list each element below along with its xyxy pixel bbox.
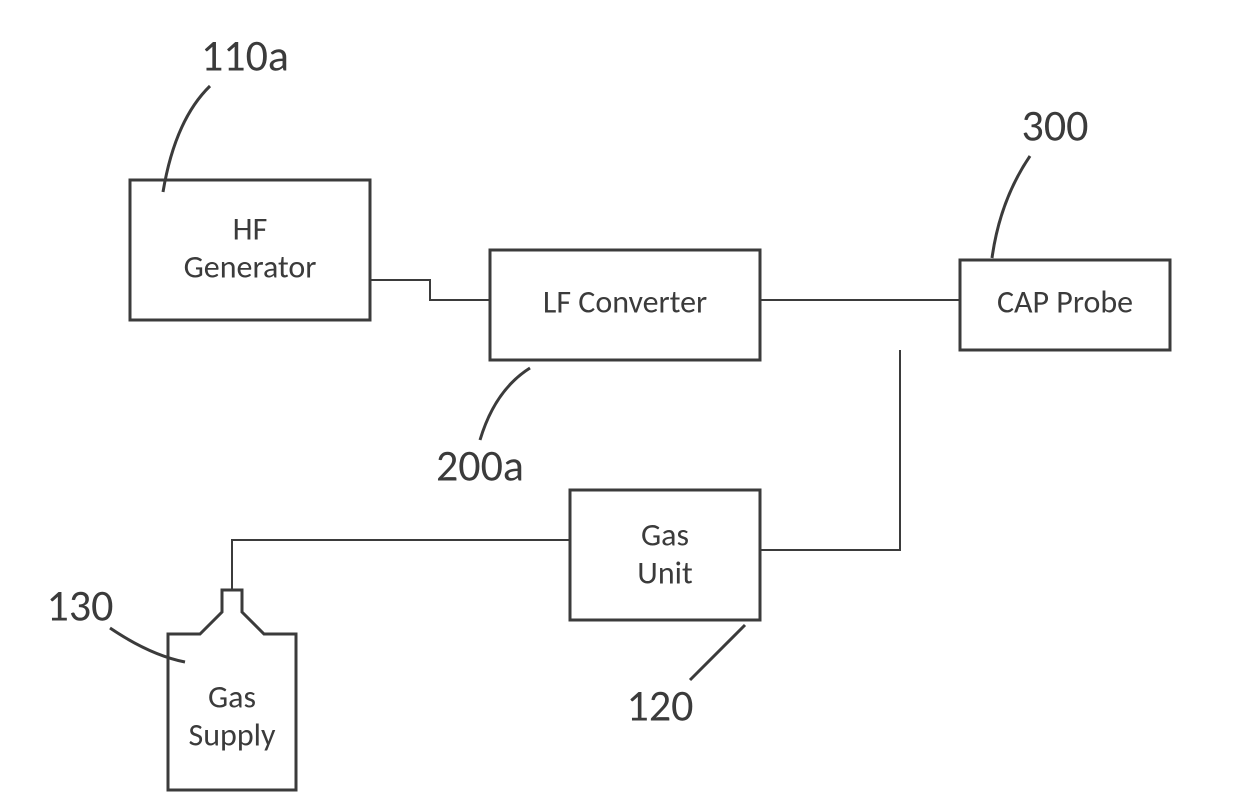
- ref-120: 120: [627, 679, 694, 733]
- connector-gas-to-cap: [760, 350, 900, 550]
- hf-generator-label-line2: Generator: [184, 248, 317, 287]
- leader-110a: [163, 86, 210, 192]
- connector-supply-to-gas: [232, 540, 570, 590]
- cap-probe-label: CAP Probe: [997, 283, 1133, 322]
- ref-130: 130: [47, 579, 114, 633]
- block-diagram: HF Generator LF Converter CAP Probe Gas …: [0, 0, 1240, 807]
- gas-supply-label-line1: Gas: [208, 678, 256, 717]
- ref-300: 300: [1022, 99, 1089, 153]
- hf-generator-label-line1: HF: [233, 210, 268, 249]
- gas-unit-label-line2: Unit: [637, 554, 693, 593]
- ref-110a: 110a: [201, 29, 289, 83]
- gas-unit-label-line1: Gas: [641, 516, 689, 555]
- ref-200a: 200a: [436, 439, 524, 493]
- connector-hf-to-lf: [370, 280, 490, 300]
- leader-120: [690, 625, 745, 680]
- leader-300: [992, 156, 1030, 258]
- lf-converter-label: LF Converter: [543, 283, 707, 322]
- gas-supply-label-line2: Supply: [189, 716, 276, 755]
- leader-200a: [480, 368, 530, 440]
